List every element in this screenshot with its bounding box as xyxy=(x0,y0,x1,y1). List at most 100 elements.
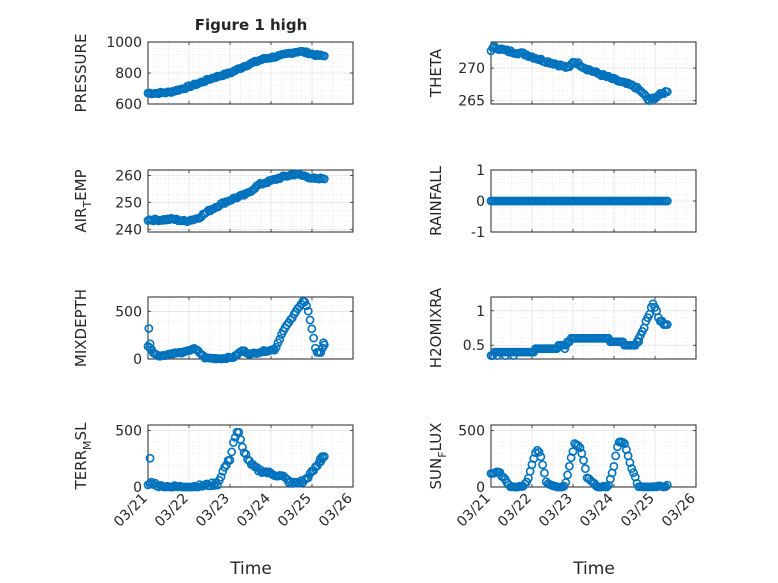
data-point xyxy=(662,87,672,97)
axes-outline xyxy=(147,296,354,360)
data-point xyxy=(317,452,327,461)
x-axis-label-left: Time xyxy=(229,559,272,579)
data-point xyxy=(229,438,238,447)
y-tick-label: 0 xyxy=(133,480,142,496)
data-point xyxy=(216,472,226,482)
data-point xyxy=(303,473,313,483)
data-point xyxy=(634,337,643,347)
subplot-rainfall: -1 0 1 RAINFALL xyxy=(427,163,697,241)
data-point xyxy=(625,458,635,468)
y-axis-label: RAINFALL xyxy=(427,165,445,236)
y-tick-label: 260 xyxy=(115,168,142,184)
data-point xyxy=(575,443,585,453)
data-point xyxy=(302,301,311,311)
series-sun_flux xyxy=(486,437,672,492)
series-h2omixra xyxy=(486,299,672,360)
data-point xyxy=(532,445,542,455)
data-point xyxy=(220,462,229,472)
series-theta xyxy=(486,42,672,105)
data-point xyxy=(145,453,155,463)
data-point xyxy=(561,478,571,487)
data-point xyxy=(609,461,619,471)
data-point xyxy=(309,333,319,343)
y-axis-label: H2OMIXRA xyxy=(427,287,445,368)
y-tick-label: 500 xyxy=(115,424,142,440)
series-terr_msl xyxy=(143,427,329,492)
y-tick-label: 600 xyxy=(115,97,142,113)
data-point xyxy=(538,460,548,470)
series-air_temp xyxy=(143,169,329,227)
y-tick-label: 265 xyxy=(458,94,485,110)
data-point xyxy=(534,447,544,457)
y-tick-label: 0 xyxy=(476,194,485,210)
data-point xyxy=(275,334,285,344)
data-point xyxy=(237,442,247,452)
y-axis-label: TERRMSL xyxy=(72,422,94,491)
data-point xyxy=(564,461,574,471)
data-point xyxy=(225,455,235,465)
y-axis-label: MIXDEPTH xyxy=(72,289,90,367)
data-point xyxy=(662,196,672,206)
subplot-pressure: 600 800 1000 PRESSURE xyxy=(72,34,354,113)
data-point xyxy=(620,439,629,449)
y-axis-label: SUNFLUX xyxy=(427,423,449,490)
y-tick-label: 1 xyxy=(476,304,485,320)
data-point xyxy=(227,447,237,457)
series-mixdepth xyxy=(143,296,329,364)
y-axis-label: AIRTEMP xyxy=(72,169,94,232)
y-tick-label: 270 xyxy=(458,61,485,77)
data-point xyxy=(563,470,572,480)
data-point xyxy=(319,51,329,61)
data-point xyxy=(271,342,281,352)
y-axis-label: PRESSURE xyxy=(72,34,90,113)
data-point xyxy=(319,174,329,184)
data-point xyxy=(662,320,672,329)
y-tick-label: -1 xyxy=(471,225,485,241)
data-point xyxy=(315,454,325,464)
data-point xyxy=(568,447,578,457)
data-point xyxy=(547,58,556,68)
data-point xyxy=(580,64,590,74)
data-point xyxy=(602,482,612,492)
data-point xyxy=(261,467,270,477)
data-point xyxy=(661,482,670,492)
y-tick-label: 1000 xyxy=(106,35,142,51)
data-point xyxy=(500,351,510,360)
subplot-air_temp: 240 250 260 AIRTEMP xyxy=(72,168,354,238)
data-point xyxy=(144,324,154,333)
data-point xyxy=(492,351,502,360)
data-point xyxy=(319,338,328,348)
data-point xyxy=(239,448,249,458)
subplot-h2omixra: 0.5 1 H2OMIXRA xyxy=(427,287,697,368)
y-tick-label: 500 xyxy=(115,304,142,320)
data-point xyxy=(145,339,155,349)
y-tick-label: 800 xyxy=(115,66,142,82)
y-tick-label: 0 xyxy=(476,480,485,496)
data-point xyxy=(536,452,546,462)
data-point xyxy=(241,449,251,459)
data-point xyxy=(307,324,317,334)
axes-outline xyxy=(147,169,354,233)
figure-title: Figure 1 high xyxy=(195,16,308,34)
data-point xyxy=(662,480,672,490)
y-tick-label: 500 xyxy=(458,424,485,440)
y-tick-label: 240 xyxy=(115,222,142,238)
data-point xyxy=(560,344,570,354)
data-point xyxy=(573,441,583,451)
data-point xyxy=(580,464,590,474)
data-point xyxy=(579,456,589,465)
data-point xyxy=(188,81,197,90)
data-point xyxy=(213,480,222,490)
y-tick-label: 0.5 xyxy=(463,338,485,354)
data-point xyxy=(509,351,518,360)
y-tick-label: 0 xyxy=(133,352,142,368)
series-pressure xyxy=(143,46,329,99)
subplot-mixdepth: 0 500 MIXDEPTH xyxy=(72,289,354,368)
subplot-theta: 265 270 THETA xyxy=(427,41,697,110)
data-point xyxy=(305,315,315,325)
axes-outline xyxy=(490,41,697,105)
data-point xyxy=(611,451,621,461)
data-point xyxy=(316,348,326,357)
data-point xyxy=(629,468,638,478)
